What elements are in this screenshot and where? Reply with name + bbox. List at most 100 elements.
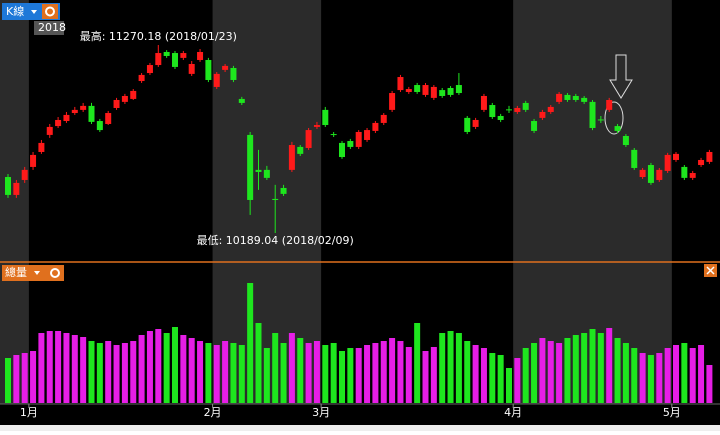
candle-body (138, 74, 145, 82)
candle-body (480, 95, 487, 110)
candle-body (430, 86, 437, 98)
volume-bar (622, 343, 629, 403)
volume-bar (522, 348, 529, 403)
x-tick-label: 5月 (663, 406, 681, 419)
candle-body (263, 169, 270, 178)
candle-body (355, 131, 362, 147)
volume-bar (305, 343, 312, 403)
volume-bar (422, 351, 429, 403)
volume-bar (263, 348, 270, 403)
volume-bar (38, 333, 45, 403)
volume-bar (163, 333, 170, 403)
close-icon (706, 266, 715, 275)
candle-body (105, 113, 112, 124)
candle-body (313, 125, 320, 127)
candle-body (280, 187, 287, 194)
dropdown-icon[interactable] (34, 271, 40, 275)
year-tag (34, 21, 64, 35)
volume-bar (506, 368, 512, 403)
volume-bar (88, 341, 95, 403)
candle-body (71, 109, 78, 114)
x-tick-label: 4月 (504, 406, 522, 419)
volume-label: 總量 (5, 265, 27, 279)
volume-bar (597, 333, 604, 403)
price-label: K線 (6, 4, 24, 18)
candle-body (547, 106, 554, 112)
x-tick-label: 1月 (20, 406, 38, 419)
volume-bar (606, 328, 613, 403)
x-tick-label: 2月 (204, 406, 222, 419)
volume-bar (80, 337, 87, 403)
volume-bar (673, 345, 679, 403)
volume-bar (547, 341, 554, 403)
candle-body (556, 93, 563, 102)
volume-bar (514, 358, 521, 403)
volume-bar (489, 353, 496, 403)
volume-tag[interactable] (2, 265, 64, 281)
candle-body (614, 126, 621, 131)
candle-body (656, 169, 663, 180)
candle-body (472, 119, 479, 127)
candle-body (531, 121, 538, 131)
volume-bar (364, 345, 371, 403)
volume-bar (572, 335, 579, 403)
volume-bar (339, 351, 345, 403)
volume-bar (146, 331, 153, 403)
candle-body (213, 73, 220, 87)
volume-bar (313, 341, 320, 403)
volume-bar (480, 348, 487, 403)
candle-body (13, 182, 20, 195)
candle-body (681, 166, 688, 178)
volume-bar (330, 343, 337, 403)
volume-bar (180, 335, 187, 403)
volume-bar (405, 347, 412, 403)
x-tick-label: 3月 (312, 406, 330, 419)
year-label: 2018 (38, 21, 66, 34)
candle-body (297, 146, 304, 154)
candle-body (21, 169, 28, 180)
candle-body (489, 105, 496, 118)
volume-bar (389, 338, 396, 403)
volume-bar (414, 323, 421, 403)
gear (45, 6, 55, 17)
candle-body (197, 51, 204, 60)
arrow-annotation (609, 54, 633, 99)
candle-body (639, 169, 646, 178)
candle-body (63, 114, 70, 122)
candle-body (439, 90, 446, 96)
candle-body (389, 93, 396, 110)
volume-bar (255, 323, 262, 403)
volume-bar (5, 358, 11, 403)
candle-body (631, 149, 638, 168)
volume-bar (397, 341, 404, 403)
candle-body (130, 90, 137, 99)
volume-bar (155, 329, 162, 403)
candle-body (597, 119, 604, 121)
candle-body (581, 97, 588, 102)
volume-bar (372, 343, 379, 403)
volume-bar (138, 335, 145, 403)
dropdown-icon[interactable] (31, 10, 37, 14)
volume-bar (130, 341, 137, 403)
candle-body (572, 95, 579, 100)
candle-body (322, 109, 329, 126)
volume-bar (55, 331, 62, 403)
candle-body (330, 134, 337, 136)
volume-bar (497, 355, 504, 403)
month-band (212, 0, 322, 404)
candle-body (539, 111, 546, 118)
settings-icon[interactable] (42, 4, 58, 19)
volume-bar (472, 345, 479, 403)
volume-bar (447, 331, 454, 403)
candle-body (497, 115, 504, 120)
candle-body (38, 142, 45, 152)
volume-bar (71, 335, 78, 403)
candle-body (247, 134, 254, 200)
volume-bar (689, 348, 696, 403)
volume-bar (46, 331, 53, 403)
candle-body (188, 63, 195, 74)
gear[interactable] (50, 268, 60, 278)
volume-bar (297, 338, 304, 403)
volume-bar (647, 355, 654, 403)
